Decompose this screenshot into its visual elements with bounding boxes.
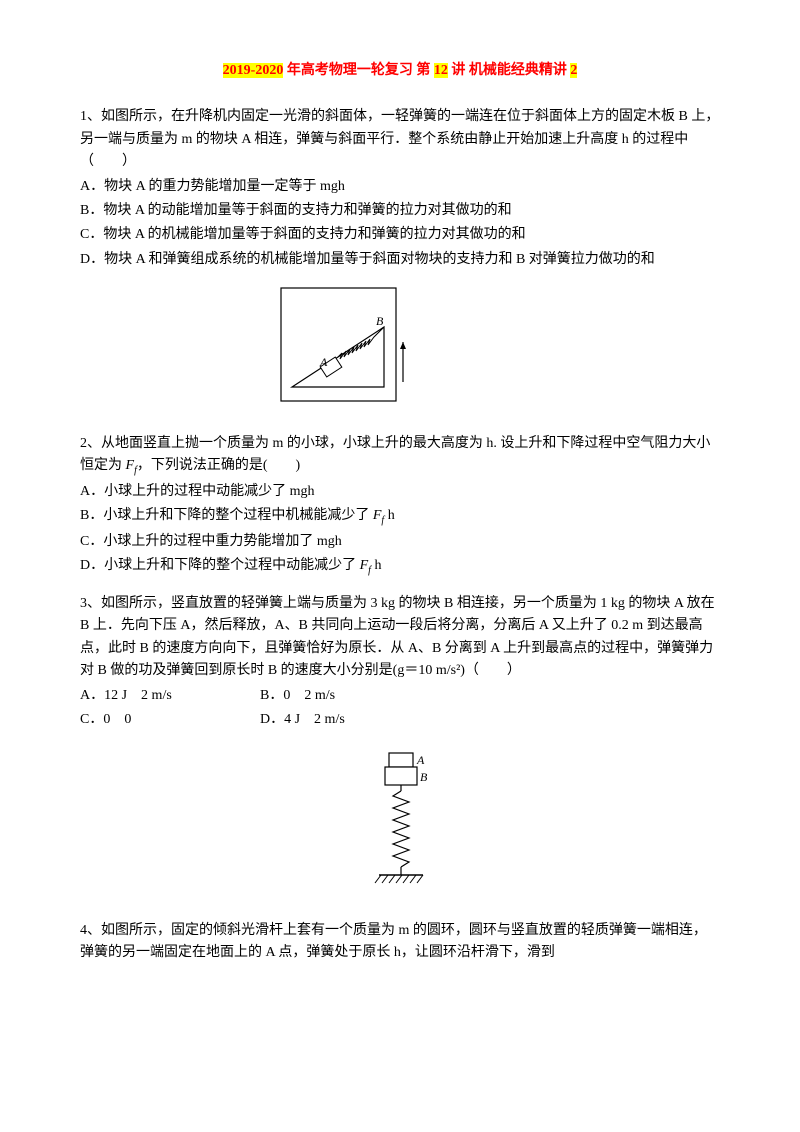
title-part5: 2 — [570, 63, 577, 78]
problem-3: 3、如图所示，竖直放置的轻弹簧上端与质量为 3 kg 的物块 B 相连接，另一个… — [80, 593, 720, 731]
problem-2-opt-d: D．小球上升和下降的整个过程中动能减少了 Ff h — [80, 555, 720, 579]
figure-1-svg: A B — [280, 287, 410, 402]
problem-2-opt-b: B．小球上升和下降的整个过程中机械能减少了 Ff h — [80, 505, 720, 529]
p2-optb-b: h — [384, 508, 395, 523]
problem-2-opt-c: C．小球上升的过程中重力势能增加了 mgh — [80, 531, 720, 553]
problem-1-stem: 1、如图所示，在升降机内固定一光滑的斜面体，一轻弹簧的一端连在位于斜面体上方的固… — [80, 106, 720, 173]
problem-1-options: A．物块 A 的重力势能增加量一定等于 mgh B．物块 A 的动能增加量等于斜… — [80, 176, 720, 272]
svg-text:B: B — [376, 314, 384, 328]
svg-text:A: A — [416, 753, 425, 767]
problem-1-opt-d: D．物块 A 和弹簧组成系统的机械能增加量等于斜面对物块的支持力和 B 对弹簧拉… — [80, 249, 720, 271]
problem-3-row-2: C．0 0 D．4 J 2 m/s — [80, 709, 720, 731]
title-part2: 年高考物理一轮复习 第 — [283, 63, 434, 78]
problem-2: 2、从地面竖直上抛一个质量为 m 的小球，小球上升的最大高度为 h. 设上升和下… — [80, 433, 720, 580]
problem-1-opt-a: A．物块 A 的重力势能增加量一定等于 mgh — [80, 176, 720, 198]
problem-2-options: A．小球上升的过程中动能减少了 mgh B．小球上升和下降的整个过程中机械能减少… — [80, 481, 720, 579]
problem-3-row-1: A．12 J 2 m/s B．0 2 m/s — [80, 685, 720, 707]
p2-optd-b: h — [371, 558, 382, 573]
problem-1: 1、如图所示，在升降机内固定一光滑的斜面体，一轻弹簧的一端连在位于斜面体上方的固… — [80, 106, 720, 271]
problem-4: 4、如图所示，固定的倾斜光滑杆上套有一个质量为 m 的圆环，圆环与竖直放置的轻质… — [80, 920, 720, 965]
figure-3: A B — [365, 751, 435, 899]
problem-3-options: A．12 J 2 m/s B．0 2 m/s C．0 0 D．4 J 2 m/s — [80, 685, 720, 732]
problem-3-stem: 3、如图所示，竖直放置的轻弹簧上端与质量为 3 kg 的物块 B 相连接，另一个… — [80, 593, 720, 683]
title-part1: 2019-2020 — [223, 63, 284, 78]
p2-optb-a: B．小球上升和下降的整个过程中机械能减少了 — [80, 508, 373, 523]
p2-optd-f: F — [360, 558, 369, 573]
problem-3-opt-d: D．4 J 2 m/s — [260, 709, 345, 731]
problem-1-opt-b: B．物块 A 的动能增加量等于斜面的支持力和弹簧的拉力对其做功的和 — [80, 200, 720, 222]
problem-2-stem-b: ，下列说法正确的是( ) — [137, 458, 300, 473]
figure-3-svg: A B — [365, 751, 435, 891]
svg-text:B: B — [420, 770, 428, 784]
problem-3-opt-c: C．0 0 — [80, 709, 260, 731]
title-part3: 12 — [434, 63, 448, 78]
p2-optd-a: D．小球上升和下降的整个过程中动能减少了 — [80, 558, 360, 573]
problem-2-opt-a: A．小球上升的过程中动能减少了 mgh — [80, 481, 720, 503]
ff-sym: F — [126, 458, 135, 473]
problem-3-opt-b: B．0 2 m/s — [260, 685, 335, 707]
problem-1-opt-c: C．物块 A 的机械能增加量等于斜面的支持力和弹簧的拉力对其做功的和 — [80, 224, 720, 246]
page-title: 2019-2020 年高考物理一轮复习 第 12 讲 机械能经典精讲 2 — [80, 60, 720, 82]
problem-2-stem: 2、从地面竖直上抛一个质量为 m 的小球，小球上升的最大高度为 h. 设上升和下… — [80, 433, 720, 479]
problem-4-stem: 4、如图所示，固定的倾斜光滑杆上套有一个质量为 m 的圆环，圆环与竖直放置的轻质… — [80, 920, 720, 965]
problem-3-opt-a: A．12 J 2 m/s — [80, 685, 260, 707]
title-part4: 讲 机械能经典精讲 — [448, 63, 571, 78]
svg-text:A: A — [319, 355, 328, 369]
figure-1: A B — [280, 287, 720, 410]
